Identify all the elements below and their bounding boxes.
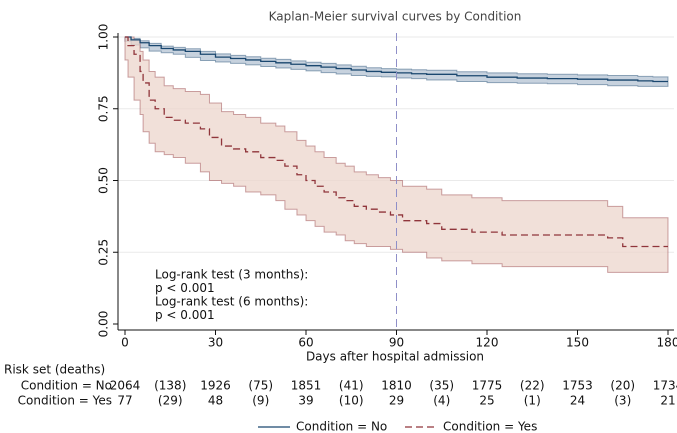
risk-cell: 1851 [291,379,322,393]
y-tick-label: 0.25 [97,239,111,266]
chart-title: Kaplan-Meier survival curves by Conditio… [269,10,522,24]
risk-cell: 21 [660,394,675,408]
risk-cell: (75) [248,379,273,393]
x-tick-label: 90 [389,336,404,350]
risk-cell: 1753 [562,379,593,393]
risk-cell: (41) [339,379,364,393]
risk-table-title: Risk set (deaths) [4,363,105,377]
risk-cell: 24 [570,394,585,408]
x-axis-label: Days after hospital admission [306,350,484,364]
risk-cell: (35) [429,379,454,393]
confidence-band [124,36,669,273]
risk-cell: 1926 [200,379,231,393]
risk-cell: (29) [158,394,183,408]
risk-cell: (3) [614,394,631,408]
risk-cell: 29 [389,394,404,408]
y-tick-label: 0.00 [97,311,111,338]
x-tick-label: 180 [657,336,677,350]
risk-cell: 1775 [472,379,503,393]
risk-cell: 39 [298,394,313,408]
risk-row-label: Condition = Yes [18,394,112,408]
annotation: Log-rank test (6 months): [155,295,308,309]
risk-cell: 48 [208,394,223,408]
survival-line [125,36,668,83]
risk-cell: (20) [610,379,635,393]
y-tick-label: 1.00 [97,24,111,51]
risk-cell: (22) [520,379,545,393]
risk-cell: (138) [154,379,186,393]
annotation: Log-rank test (3 months): [155,268,308,282]
x-tick-label: 120 [476,336,499,350]
risk-cell: (4) [433,394,450,408]
y-tick-label: 0.75 [97,95,111,122]
y-tick-label: 0.50 [97,167,111,194]
x-tick-label: 150 [566,336,589,350]
x-tick-label: 0 [121,336,129,350]
risk-cell: (1) [524,394,541,408]
legend-label: Condition = Yes [443,420,537,433]
risk-row-label: Condition = No [21,379,112,393]
annotation: p < 0.001 [155,308,215,322]
risk-cell: 77 [117,394,132,408]
x-tick-label: 30 [208,336,223,350]
risk-cell: 1734 [653,379,677,393]
x-tick-label: 60 [298,336,313,350]
risk-cell: 2064 [110,379,141,393]
legend-label: Condition = No [296,420,387,433]
risk-cell: (9) [252,394,269,408]
risk-cell: 1810 [381,379,412,393]
risk-cell: 25 [479,394,494,408]
annotation: p < 0.001 [155,281,215,295]
risk-cell: (10) [339,394,364,408]
survival-line [125,36,668,248]
